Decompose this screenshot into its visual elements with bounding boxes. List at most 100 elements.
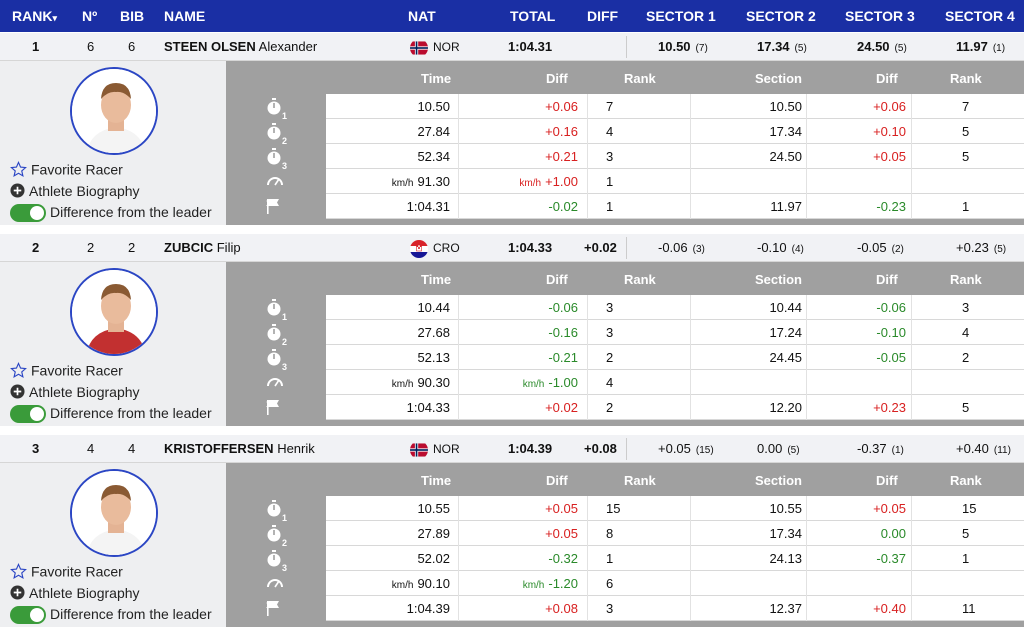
split-diff: +0.08 [545, 601, 578, 616]
split-diff: km/h -1.20 [522, 576, 578, 591]
sector-4-value: +0.23 (5) [956, 240, 1007, 255]
total-diff: +0.08 [584, 441, 617, 456]
col-no[interactable]: Nº [82, 8, 98, 24]
section-rank: 5 [962, 400, 970, 415]
split-time: 52.34 [417, 149, 450, 164]
split-row: 27.84 +0.16 4 17.34 +0.10 5 [326, 119, 1024, 144]
sector-3-rank: (5) [894, 43, 907, 54]
col-bib[interactable]: BIB [120, 8, 145, 24]
section-time: 10.44 [769, 300, 802, 315]
favorite-racer-link[interactable]: Favorite Racer [10, 563, 123, 583]
athlete-card: Favorite Racer Athlete Biography Differe… [0, 61, 226, 225]
section-rank: 7 [962, 99, 970, 114]
split-time: 1:04.33 [406, 400, 450, 415]
plus-circle-icon [10, 384, 25, 402]
stopwatch-icon: 3 [266, 349, 288, 374]
athlete-row[interactable]: 2 2 2 ZUBCIC Filip CRO 1:04.33 +0.02 -0.0… [0, 234, 1024, 262]
athlete-row[interactable]: 3 4 4 KRISTOFFERSEN Henrik NOR 1:04.39 +… [0, 435, 1024, 463]
th-rank: Rank [624, 71, 656, 86]
flag-icon [266, 600, 288, 625]
col-sector3[interactable]: SECTOR 3 [845, 8, 915, 24]
athlete-biography-link[interactable]: Athlete Biography [10, 384, 140, 402]
section-diff: +0.05 [873, 501, 906, 516]
athlete-firstname: Henrik [277, 441, 315, 456]
section-time: 17.34 [769, 124, 802, 139]
toggle-switch[interactable] [10, 405, 46, 424]
split-time: 10.55 [417, 501, 450, 516]
split-rank: 3 [606, 601, 614, 616]
star-icon [10, 362, 27, 382]
split-diff: km/h -1.00 [522, 375, 578, 390]
split-diff: +0.21 [545, 149, 578, 164]
section-time: 10.50 [769, 99, 802, 114]
split-time: 1:04.39 [406, 601, 450, 616]
difference-toggle[interactable]: Difference from the leader [10, 204, 212, 223]
th-diff: Diff [546, 473, 568, 488]
athlete-card: Favorite Racer Athlete Biography Differe… [0, 262, 226, 426]
athlete-name[interactable]: STEEN OLSEN Alexander [164, 39, 317, 54]
split-row: 1:04.39 +0.08 3 12.37 +0.40 11 [326, 596, 1024, 621]
section-rank: 4 [962, 325, 970, 340]
split-time: 27.84 [417, 124, 450, 139]
difference-toggle[interactable]: Difference from the leader [10, 606, 212, 625]
favorite-racer-link[interactable]: Favorite Racer [10, 161, 123, 181]
split-time: km/h 90.30 [391, 375, 450, 390]
split-rank: 2 [606, 350, 614, 365]
sector-3-value: -0.37 (1) [857, 441, 904, 456]
col-nat[interactable]: NAT [408, 8, 436, 24]
athlete-firstname: Alexander [258, 39, 318, 54]
col-rank[interactable]: RANK▾ [12, 8, 57, 24]
sector-3-rank: (2) [891, 244, 904, 255]
split-diff: -0.02 [548, 199, 578, 214]
sector-4-rank: (1) [992, 43, 1006, 54]
col-sector1[interactable]: SECTOR 1 [646, 8, 716, 24]
athlete-surname: KRISTOFFERSEN [164, 441, 274, 456]
sector-2-rank: (5) [794, 43, 807, 54]
split-time: 10.50 [417, 99, 450, 114]
athlete-biography-link[interactable]: Athlete Biography [10, 585, 140, 603]
star-icon [10, 563, 27, 583]
th-diff2: Diff [876, 473, 898, 488]
split-rank: 4 [606, 124, 614, 139]
section-rank: 5 [962, 526, 970, 541]
split-row: km/h 91.30 km/h +1.00 1 [326, 169, 1024, 194]
sector-4-rank: (11) [993, 445, 1011, 456]
difference-toggle[interactable]: Difference from the leader [10, 405, 212, 424]
col-total[interactable]: TOTAL [510, 8, 556, 24]
section-time: 17.34 [769, 526, 802, 541]
speedometer-icon: 1 [266, 173, 288, 208]
sector-1-rank: (3) [692, 244, 705, 255]
th-diff2: Diff [876, 71, 898, 86]
toggle-switch[interactable] [10, 204, 46, 223]
sector-1-value: -0.06 (3) [658, 240, 705, 255]
split-time: 1:04.31 [406, 199, 450, 214]
split-row: 1:04.31 -0.02 1 11.97 -0.23 1 [326, 194, 1024, 219]
col-diff[interactable]: DIFF [587, 8, 619, 24]
th-rank2: Rank [950, 71, 982, 86]
speedometer-icon: 1 [266, 374, 288, 409]
th-rank2: Rank [950, 272, 982, 287]
col-sector2[interactable]: SECTOR 2 [746, 8, 816, 24]
col-sector4[interactable]: SECTOR 4 [945, 8, 1015, 24]
col-name[interactable]: NAME [164, 8, 206, 24]
section-time: 24.45 [769, 350, 802, 365]
nation-code: CRO [433, 241, 460, 255]
favorite-racer-link[interactable]: Favorite Racer [10, 362, 123, 382]
athlete-row[interactable]: 1 6 6 STEEN OLSEN Alexander NOR 1:04.31 … [0, 33, 1024, 61]
no-value: 2 [87, 240, 95, 255]
sector-2-value: -0.10 (4) [757, 240, 804, 255]
athlete-name[interactable]: ZUBCIC Filip [164, 240, 241, 255]
total-diff: +0.02 [584, 240, 617, 255]
th-section: Section [755, 71, 802, 86]
stopwatch-icon: 2 [266, 525, 288, 550]
athlete-name[interactable]: KRISTOFFERSEN Henrik [164, 441, 315, 456]
toggle-switch[interactable] [10, 606, 46, 625]
section-time: 12.37 [769, 601, 802, 616]
athlete-biography-link[interactable]: Athlete Biography [10, 183, 140, 201]
sort-arrow-icon[interactable]: ▾ [52, 13, 57, 23]
split-diff: +0.05 [545, 501, 578, 516]
avatar [70, 268, 158, 356]
split-rank: 6 [606, 576, 614, 591]
athlete-detail-panel: Favorite Racer Athlete Biography Differe… [0, 262, 1024, 426]
split-rank: 1 [606, 551, 614, 566]
